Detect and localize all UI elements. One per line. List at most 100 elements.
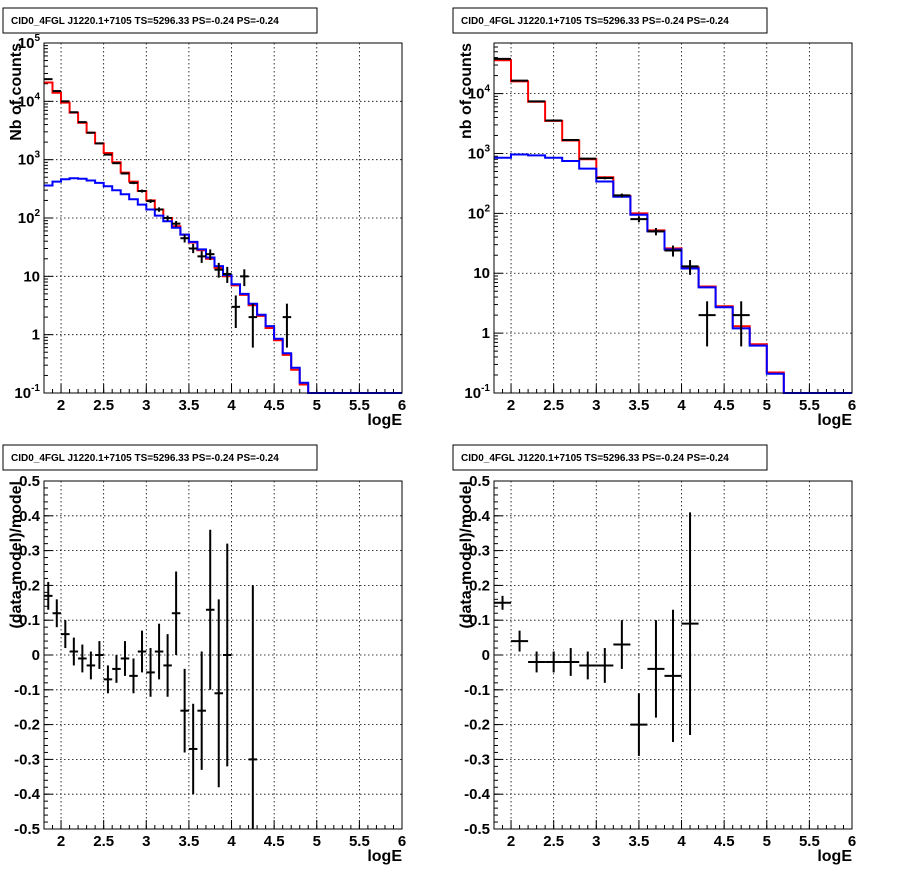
plot-frame <box>43 480 403 830</box>
data-point <box>44 581 53 610</box>
y-tick-label: 0.5 <box>19 473 40 490</box>
data-point <box>205 249 215 261</box>
y-tick-label: 103 <box>18 150 41 169</box>
data-point <box>579 157 597 160</box>
x-tick-label: 5 <box>763 833 771 850</box>
x-tick-label: 3.5 <box>178 397 199 414</box>
x-tick-label: 3.5 <box>628 833 649 850</box>
x-tick-label: 2.5 <box>93 397 114 414</box>
x-tick-label: 3 <box>142 833 150 850</box>
data-point <box>681 260 699 275</box>
y-axis-title: (data-model)/model <box>8 481 25 629</box>
x-tick-label: 5 <box>763 397 771 414</box>
x-tick-label: 2 <box>57 833 65 850</box>
x-tick-label: 4 <box>227 833 236 850</box>
x-tick-label: 5.5 <box>799 397 820 414</box>
x-tick-label: 3 <box>142 397 150 414</box>
data-point <box>180 234 189 243</box>
data-point <box>112 655 121 683</box>
data-point <box>579 651 597 680</box>
data-point <box>188 703 198 795</box>
data-point <box>494 595 512 610</box>
data-point <box>630 693 648 756</box>
data-point <box>171 571 181 655</box>
y-tick-label: 0.4 <box>469 508 491 525</box>
chart-title-box <box>2 444 318 471</box>
data-point <box>61 100 70 103</box>
y-tick-label: 103 <box>468 143 491 162</box>
x-tick-label: 6 <box>848 397 856 414</box>
y-tick-label: 10 <box>473 265 490 282</box>
y-tick-label: 0.3 <box>469 543 490 560</box>
plot-frame <box>493 42 853 394</box>
data-point <box>137 189 147 193</box>
data-point <box>511 630 529 652</box>
data-point <box>146 648 155 697</box>
y-axis-title: nb of counts <box>458 43 475 139</box>
data-point <box>681 512 699 736</box>
y-tick-label: 0.4 <box>19 508 41 525</box>
data-point <box>78 644 87 673</box>
data-point <box>69 111 79 114</box>
data-point <box>163 634 172 697</box>
x-tick-label: 6 <box>398 397 406 414</box>
data-point <box>630 216 648 223</box>
x-tick-label: 5.5 <box>799 833 820 850</box>
chart-title-box <box>452 7 768 34</box>
data-point <box>613 620 631 669</box>
data-point <box>52 599 62 628</box>
data-point <box>120 641 130 676</box>
data-point <box>214 599 223 788</box>
chart-title: CID0_4FGL J1220.1+7105 TS=5296.33 PS=-0.… <box>461 16 729 27</box>
x-tick-label: 5.5 <box>349 397 370 414</box>
chart-title: CID0_4FGL J1220.1+7105 TS=5296.33 PS=-0.… <box>461 453 729 464</box>
y-tick-label: 0.2 <box>19 577 40 594</box>
data-point <box>613 193 631 198</box>
x-tick-label: 2 <box>507 833 515 850</box>
data-point <box>231 295 241 329</box>
data-point <box>154 207 164 212</box>
x-tick-label: 2.5 <box>93 833 114 850</box>
data-point <box>180 668 189 753</box>
x-tick-label: 4 <box>677 397 686 414</box>
x-tick-label: 2 <box>507 397 515 414</box>
data-point <box>197 651 206 770</box>
x-axis-title: logE <box>817 412 852 429</box>
data-point <box>562 138 580 141</box>
y-tick-label: 0.1 <box>19 612 40 629</box>
y-tick-label: 10 <box>23 268 40 285</box>
chart-title: CID0_4FGL J1220.1+7105 TS=5296.33 PS=-0.… <box>11 16 279 27</box>
data-point <box>223 543 232 767</box>
x-tick-label: 4.5 <box>714 397 735 414</box>
chart-panel-3: CID0_4FGL J1220.1+7105 TS=5296.33 PS=-0.… <box>2 444 406 865</box>
y-tick-label: 104 <box>468 84 491 103</box>
y-tick-label: -0.1 <box>464 682 490 699</box>
plot-frame <box>493 480 853 830</box>
x-tick-label: 4 <box>677 833 686 850</box>
y-tick-label: -0.3 <box>14 751 40 768</box>
data-point <box>248 585 258 829</box>
x-tick-label: 2.5 <box>543 397 564 414</box>
y-axis-title: Nb of counts <box>8 43 25 141</box>
x-axis-title: logE <box>367 412 402 429</box>
chart-title-box <box>452 444 768 471</box>
x-tick-label: 2.5 <box>543 833 564 850</box>
chart-title-box <box>2 7 318 34</box>
y-tick-label: 105 <box>18 33 41 52</box>
data-point <box>69 637 79 666</box>
y-tick-label: -0.3 <box>464 751 490 768</box>
data-point <box>596 176 614 180</box>
data-point <box>214 262 223 278</box>
series-total-model-line <box>494 59 852 394</box>
y-tick-label: -0.4 <box>14 786 41 803</box>
chart-panel-4: CID0_4FGL J1220.1+7105 TS=5296.33 PS=-0.… <box>452 444 856 865</box>
x-tick-label: 3.5 <box>178 833 199 850</box>
data-point <box>86 651 96 680</box>
y-tick-label: -0.4 <box>464 786 491 803</box>
x-tick-label: 3.5 <box>628 397 649 414</box>
x-tick-label: 6 <box>398 833 406 850</box>
data-point <box>664 245 682 257</box>
data-point <box>197 251 206 263</box>
x-axis-title: logE <box>367 848 402 865</box>
